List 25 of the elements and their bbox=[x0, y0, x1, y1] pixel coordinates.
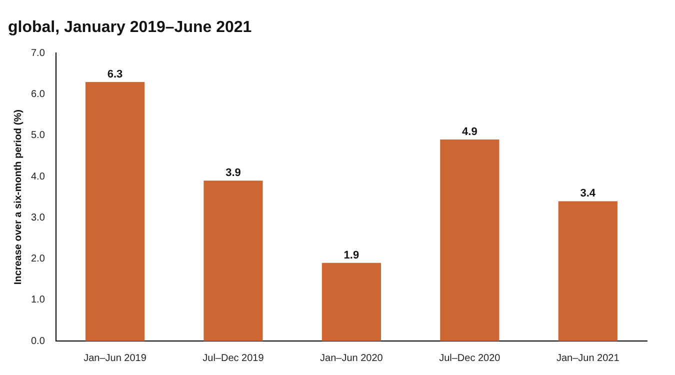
y-axis-title: Increase over a six-month period (%) bbox=[12, 110, 24, 285]
bar bbox=[204, 180, 263, 341]
x-tick-label: Jul–Dec 2019 bbox=[202, 352, 264, 364]
y-tick-label: 6.0 bbox=[30, 89, 46, 100]
data-label: 1.9 bbox=[344, 249, 360, 262]
x-tick-label: Jul–Dec 2020 bbox=[439, 352, 501, 364]
y-tick-label: 7.0 bbox=[30, 48, 46, 59]
y-tick-label: 2.0 bbox=[30, 254, 46, 265]
y-tick-label: 0.0 bbox=[30, 336, 46, 347]
x-tick-label: Jan–Jun 2019 bbox=[84, 352, 147, 364]
bar bbox=[85, 82, 145, 341]
y-tick-label: 1.0 bbox=[30, 294, 46, 306]
data-label: 3.9 bbox=[226, 167, 241, 180]
data-label: 4.9 bbox=[462, 126, 478, 138]
bar bbox=[440, 140, 500, 341]
data-label: 3.4 bbox=[580, 188, 596, 200]
bar bbox=[558, 201, 618, 341]
chart-title: global, January 2019–June 2021 bbox=[8, 19, 252, 36]
y-tick-label: 5.0 bbox=[30, 130, 46, 142]
x-tick-label: Jan–Jun 2021 bbox=[556, 352, 620, 364]
bar bbox=[322, 262, 382, 341]
x-tick-label: Jan–Jun 2020 bbox=[320, 352, 384, 364]
y-tick-label: 3.0 bbox=[30, 212, 46, 224]
data-label: 6.3 bbox=[107, 68, 123, 81]
y-tick-label: 4.0 bbox=[30, 171, 46, 182]
